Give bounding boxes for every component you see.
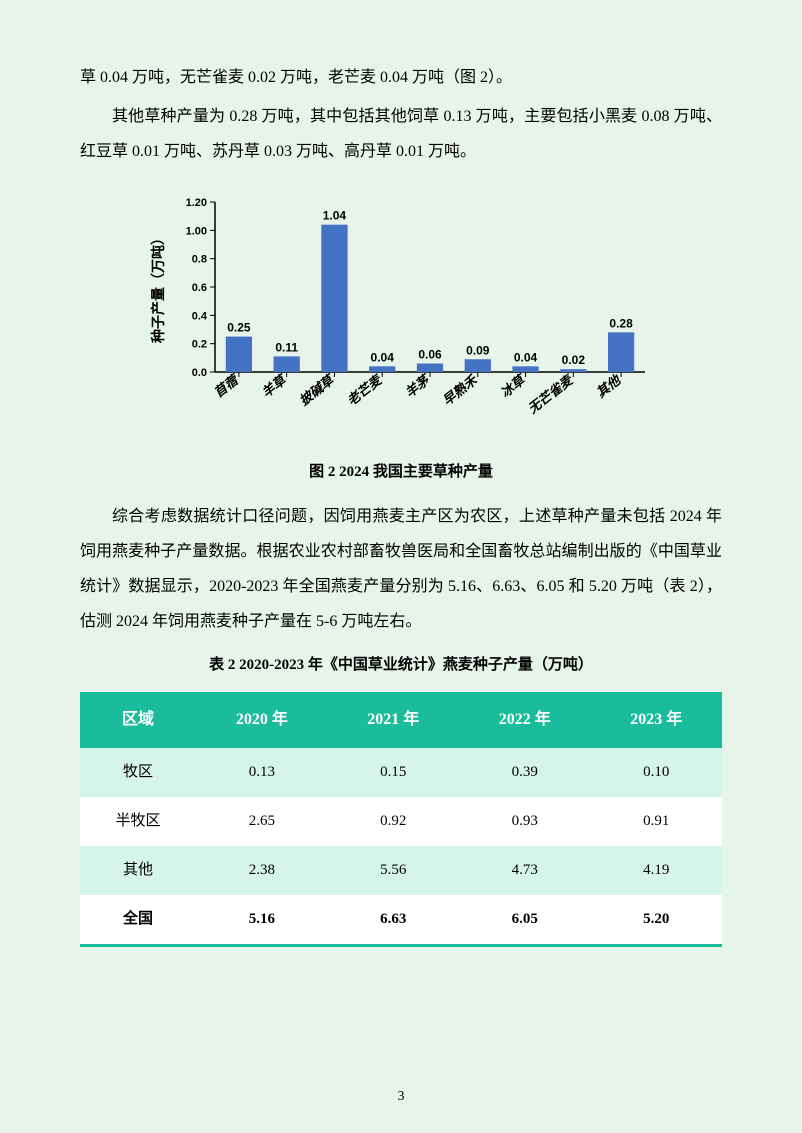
table-cell: 6.63 [328,895,459,946]
svg-text:1.20: 1.20 [186,197,207,209]
svg-text:0.09: 0.09 [466,343,490,357]
table-header-cell: 区域 [80,692,196,747]
table-cell: 0.93 [459,797,590,846]
table-cell: 0.13 [196,748,327,797]
figure-caption: 图 2 2024 我国主要草种产量 [80,456,722,489]
svg-text:冰草: 冰草 [498,370,530,400]
svg-text:0.06: 0.06 [418,347,442,361]
table-cell: 2.38 [196,846,327,895]
svg-text:羊茅: 羊茅 [402,370,434,400]
table-cell: 4.73 [459,846,590,895]
svg-text:其他: 其他 [593,371,624,400]
chart-figure-2: 0.0 0.2 0.4 0.6 0.8 1.00 1.20 种子产量（万吨） 0.25 苜蓿 0.1… [141,188,661,442]
table-cell: 0.39 [459,748,590,797]
table-cell: 0.91 [590,797,722,846]
paragraph-1: 草 0.04 万吨，无芒雀麦 0.02 万吨，老芒麦 0.04 万吨（图 2）。 [80,60,722,95]
data-table: 区域2020 年2021 年2022 年2023 年 牧区0.130.150.3… [80,692,722,946]
svg-text:0.04: 0.04 [514,350,538,364]
table-cell: 牧区 [80,748,196,797]
svg-text:0.6: 0.6 [192,282,207,294]
table-cell: 全国 [80,895,196,946]
svg-text:0.11: 0.11 [275,340,298,354]
table-cell: 0.10 [590,748,722,797]
svg-text:羊草: 羊草 [259,370,291,400]
table-cell: 5.20 [590,895,722,946]
page-content: 草 0.04 万吨，无芒雀麦 0.02 万吨，老芒麦 0.04 万吨（图 2）。… [80,60,722,947]
table-cell: 5.16 [196,895,327,946]
table-header-cell: 2022 年 [459,692,590,747]
table-cell: 半牧区 [80,797,196,846]
page-number: 3 [0,1089,802,1105]
table-row: 其他2.385.564.734.19 [80,846,722,895]
svg-text:1.04: 1.04 [323,208,347,222]
paragraph-3: 综合考虑数据统计口径问题，因饲用燕麦主产区为农区，上述草种产量未包括 2024 … [80,499,722,640]
svg-text:0.0: 0.0 [192,367,207,379]
table-row: 全国5.166.636.055.20 [80,895,722,946]
table-cell: 0.92 [328,797,459,846]
svg-text:无芒雀麦: 无芒雀麦 [524,371,577,417]
table-header-cell: 2020 年 [196,692,327,747]
table-header: 区域2020 年2021 年2022 年2023 年 [80,692,722,747]
table-cell: 0.15 [328,748,459,797]
table-cell: 4.19 [590,846,722,895]
svg-text:1.00: 1.00 [186,225,207,237]
table-cell: 6.05 [459,895,590,946]
paragraph-2: 其他草种产量为 0.28 万吨，其中包括其他饲草 0.13 万吨，主要包括小黑麦… [80,99,722,169]
svg-text:苜蓿: 苜蓿 [211,370,243,400]
svg-text:0.25: 0.25 [227,320,251,334]
table-cell: 2.65 [196,797,327,846]
svg-text:披碱草: 披碱草 [296,370,338,408]
svg-text:0.28: 0.28 [609,316,633,330]
svg-text:种子产量（万吨）: 种子产量（万吨） [150,231,167,344]
svg-text:老芒麦: 老芒麦 [344,371,386,408]
table-body: 牧区0.130.150.390.10半牧区2.650.920.930.91其他2… [80,748,722,946]
table-cell: 5.56 [328,846,459,895]
svg-text:0.8: 0.8 [192,253,207,265]
table-row: 半牧区2.650.920.930.91 [80,797,722,846]
table-row: 牧区0.130.150.390.10 [80,748,722,797]
table-header-cell: 2021 年 [328,692,459,747]
svg-text:0.2: 0.2 [192,338,207,350]
table-caption: 表 2 2020-2023 年《中国草业统计》燕麦种子产量（万吨） [80,649,722,682]
bar-chart: 0.0 0.2 0.4 0.6 0.8 1.00 1.20 种子产量（万吨） 0.25 苜蓿 0.1… [145,188,657,442]
svg-text:0.04: 0.04 [371,350,395,364]
table-cell: 其他 [80,846,196,895]
svg-text:0.4: 0.4 [192,310,208,322]
svg-text:0.02: 0.02 [562,353,586,367]
svg-text:早熟禾: 早熟禾 [440,371,482,408]
table-header-cell: 2023 年 [590,692,722,747]
